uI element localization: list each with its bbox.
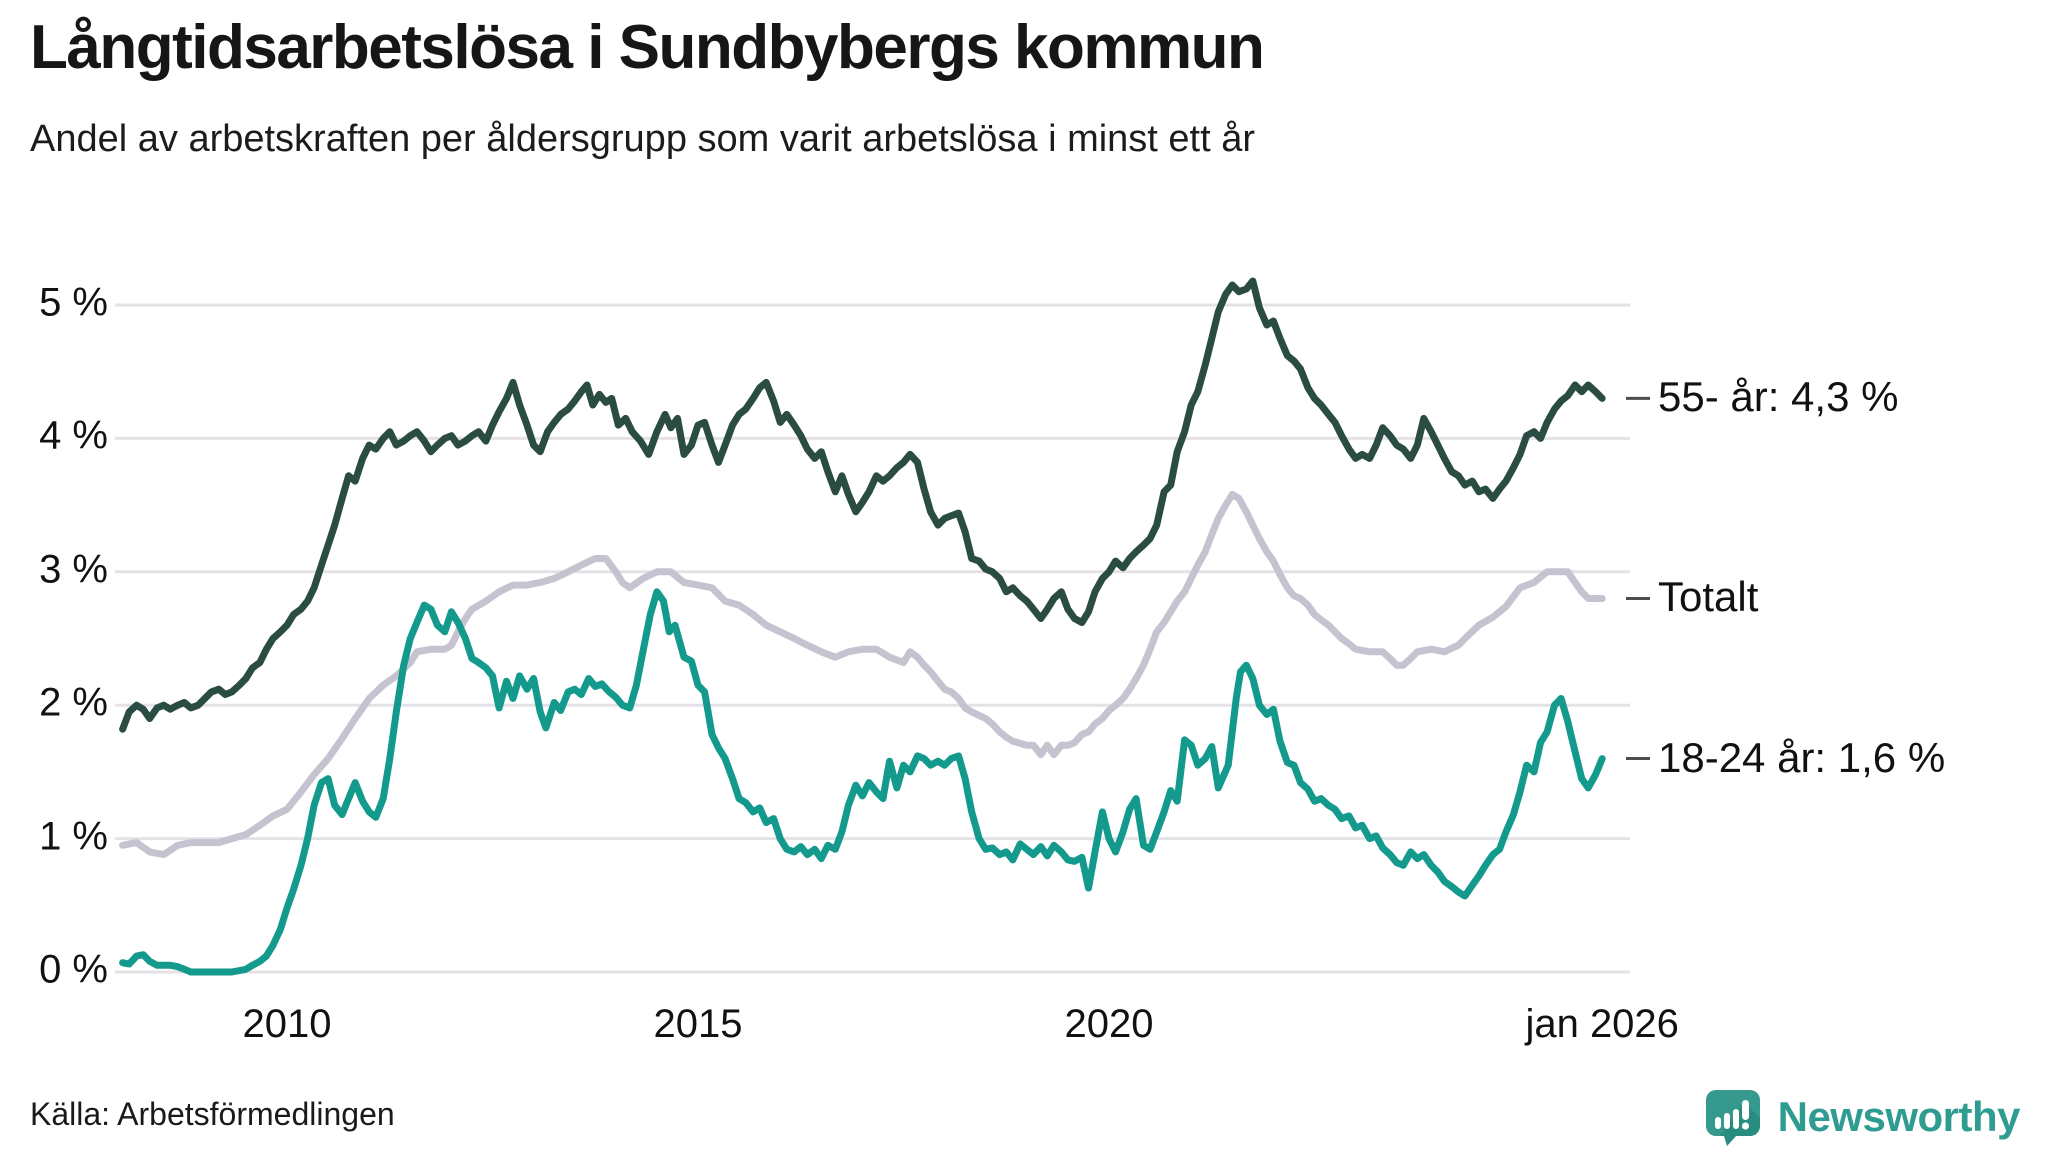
x-tick-label: jan 2026 [1525, 1002, 1679, 1046]
y-tick-label: 5 % [39, 280, 108, 325]
page-title: Långtidsarbetslösa i Sundbybergs kommun [30, 13, 1265, 82]
series-line-18-24-r [119, 588, 1606, 976]
x-tick-label: 2020 [1064, 1002, 1154, 1046]
y-tick-label: 0 % [39, 947, 108, 992]
y-tick-label: 3 % [39, 547, 108, 592]
series-end-label-totalt: Totalt [1658, 573, 1759, 621]
series-end-label-55-r: 55- år: 4,3 % [1658, 373, 1899, 421]
newsworthy-icon [1705, 1090, 1760, 1146]
x-tick-label: 2015 [653, 1002, 743, 1046]
series-line-55-r [119, 277, 1606, 733]
brand-name: Newsworthy [1777, 1093, 2021, 1140]
x-tick-label: 2010 [242, 1002, 332, 1046]
y-tick-label: 2 % [39, 680, 108, 725]
brand-logo: Newsworthy [1702, 1088, 2021, 1146]
series-line-totalt [119, 490, 1606, 859]
source-note: Källa: Arbetsförmedlingen [30, 1096, 395, 1132]
series-end-label-18-24-r: 18-24 år: 1,6 % [1658, 733, 1946, 781]
y-tick-label: 4 % [39, 414, 108, 459]
page-subtitle: Andel av arbetskraften per åldersgrupp s… [30, 118, 1256, 160]
y-tick-label: 1 % [39, 814, 108, 859]
